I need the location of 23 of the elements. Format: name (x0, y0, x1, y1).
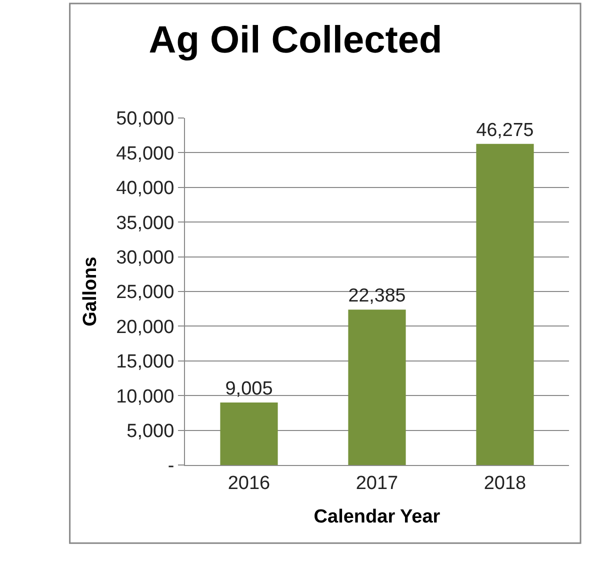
y-tick-label: 40,000 (116, 178, 174, 200)
bar (348, 310, 406, 465)
y-tick-label: - (168, 456, 174, 477)
data-label: 9,005 (225, 378, 273, 400)
x-tick-label: 2017 (356, 472, 398, 494)
chart-title: Ag Oil Collected (148, 20, 442, 62)
x-tick-label: 2018 (484, 472, 526, 494)
data-label: 46,275 (476, 118, 534, 140)
y-tick-label: 10,000 (116, 386, 174, 408)
y-axis-title: Gallons (80, 256, 101, 326)
y-tick-label: 30,000 (116, 247, 174, 268)
bar (476, 144, 534, 465)
y-tick-label: 5,000 (126, 420, 174, 442)
y-tick-label: 20,000 (116, 316, 174, 338)
x-tick-label: 2016 (228, 472, 270, 494)
x-axis-title: Calendar Year (314, 506, 441, 528)
y-tick-label: 35,000 (116, 212, 174, 234)
y-tick-label: 45,000 (116, 143, 174, 164)
y-tick-label: 25,000 (116, 282, 174, 304)
y-tick-label: 50,000 (116, 108, 174, 130)
y-tick-label: 15,000 (116, 352, 174, 373)
data-label: 22,385 (348, 284, 406, 306)
bar (220, 402, 278, 465)
